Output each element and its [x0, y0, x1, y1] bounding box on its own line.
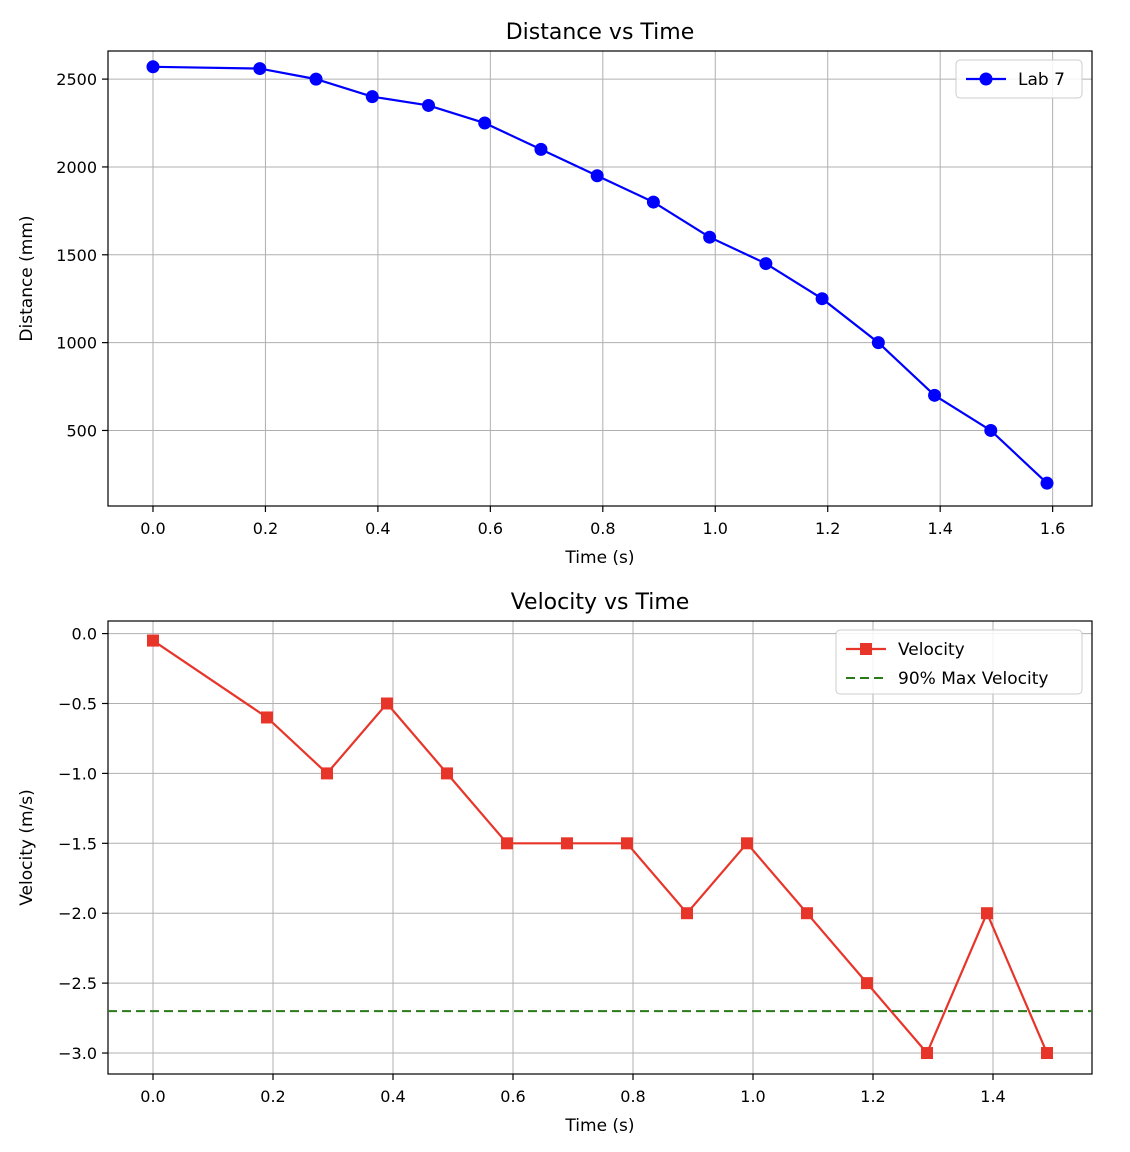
series-velocity — [147, 634, 1053, 1060]
x-tick-label: 1.2 — [860, 1087, 885, 1106]
x-tick-label: 1.0 — [703, 519, 728, 538]
data-point — [741, 837, 753, 850]
data-point — [590, 169, 604, 183]
data-point — [501, 837, 513, 850]
y-tick-label: 2500 — [56, 70, 97, 89]
legend-label: Lab 7 — [1018, 70, 1065, 90]
y-tick-label: 500 — [66, 421, 97, 440]
legend-box — [835, 629, 1083, 695]
data-point — [928, 388, 942, 402]
y-tick-label: 2000 — [56, 158, 97, 177]
y-tick-label: −1.0 — [58, 764, 97, 783]
data-point — [253, 62, 267, 76]
x-tick-label: 0.4 — [365, 519, 390, 538]
data-point — [147, 634, 159, 647]
legend-marker — [979, 72, 993, 86]
series-line — [152, 65, 1048, 484]
x-tick-label: 0.4 — [380, 1087, 405, 1106]
x-tick-label: 0.2 — [260, 1087, 285, 1106]
chart-panel-2: 0.0 0.2 0.4 0.6 0.8 1.0 1.2 1.4 0.0 −0.5 −1.0 −1.5 −… — [17, 590, 1093, 1136]
y-axis-label: Distance (mm) — [17, 215, 37, 341]
x-tick-label: 0.6 — [500, 1087, 525, 1106]
legend-box — [955, 59, 1083, 99]
x-axis-label: Time (s) — [564, 548, 634, 568]
data-point — [261, 711, 273, 724]
x-tick-label: 0.0 — [140, 1087, 165, 1106]
plot-frame — [107, 620, 1093, 1075]
x-tick-label: 1.0 — [740, 1087, 765, 1106]
x-tick-label: 0.8 — [590, 519, 615, 538]
x-tick-label: 1.4 — [980, 1087, 1005, 1106]
chart-panel-1: 0.0 0.2 0.4 0.6 0.8 1.0 1.2 1.4 1.6 500 1000 1500 20… — [17, 20, 1093, 568]
series-lab-7 — [146, 60, 1054, 490]
data-point — [815, 292, 829, 306]
data-point — [801, 907, 813, 920]
y-tick-label: −1.5 — [58, 834, 97, 853]
x-tick-label: 0.6 — [478, 519, 503, 538]
data-point — [1040, 476, 1054, 490]
x-tick-label: 0.8 — [620, 1087, 645, 1106]
chart-title: Velocity vs Time — [511, 590, 690, 615]
data-point — [703, 230, 717, 244]
legend-marker — [860, 643, 872, 655]
x-tick-label: 1.6 — [1040, 519, 1065, 538]
grid-lines — [108, 51, 1092, 506]
chart-title: Distance vs Time — [506, 20, 695, 45]
data-point — [871, 336, 885, 350]
x-axis-label: Time (s) — [564, 1116, 634, 1136]
legend: Velocity 90% Max Velocity — [835, 629, 1083, 695]
data-point — [1041, 1047, 1053, 1060]
data-point — [681, 907, 693, 920]
legend-label: Velocity — [898, 640, 965, 660]
y-axis-label: Velocity (m/s) — [17, 789, 37, 906]
data-point — [365, 90, 379, 104]
legend-item: Lab 7 — [966, 70, 1065, 90]
data-point — [646, 195, 660, 209]
y-tick-label: 0.0 — [72, 625, 97, 644]
data-point — [561, 837, 573, 850]
data-point — [759, 257, 773, 271]
legend-item: 90% Max Velocity — [846, 669, 1048, 689]
data-point — [621, 837, 633, 850]
x-tick-label: 0.2 — [253, 519, 278, 538]
legend-label: 90% Max Velocity — [898, 669, 1048, 689]
data-point — [861, 977, 873, 990]
data-point — [981, 907, 993, 920]
data-point — [441, 767, 453, 780]
data-point — [534, 142, 548, 156]
y-tick-label: −3.0 — [58, 1044, 97, 1063]
y-tick-label: 1000 — [56, 334, 97, 353]
data-point — [478, 116, 492, 130]
series-line — [152, 639, 1049, 1056]
x-tick-label: 1.4 — [927, 519, 952, 538]
legend: Lab 7 — [955, 59, 1083, 99]
data-point — [921, 1047, 933, 1060]
legend-item: Velocity — [846, 640, 965, 660]
plot-frame — [107, 50, 1093, 507]
data-point — [984, 423, 998, 437]
y-tick-label: 1500 — [56, 246, 97, 265]
x-tick-label: 1.2 — [815, 519, 840, 538]
data-point — [381, 697, 393, 710]
data-point — [309, 72, 323, 86]
y-tick-label: −0.5 — [58, 694, 97, 713]
x-tick-label: 0.0 — [140, 519, 165, 538]
data-point — [321, 767, 333, 780]
data-point — [146, 60, 160, 74]
data-point — [422, 98, 436, 112]
y-tick-label: −2.0 — [58, 904, 97, 923]
y-tick-label: −2.5 — [58, 974, 97, 993]
